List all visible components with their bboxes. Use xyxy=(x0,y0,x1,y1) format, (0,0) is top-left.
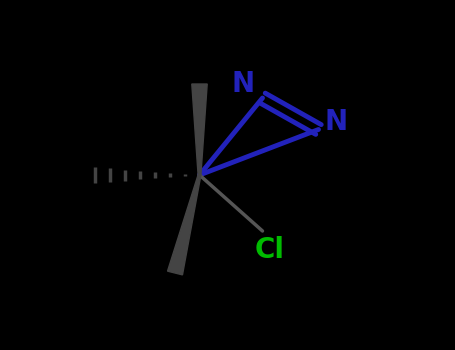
Polygon shape xyxy=(192,84,207,175)
Polygon shape xyxy=(167,175,201,275)
Text: N: N xyxy=(324,108,348,136)
Text: N: N xyxy=(232,70,255,98)
Text: Cl: Cl xyxy=(254,236,284,264)
